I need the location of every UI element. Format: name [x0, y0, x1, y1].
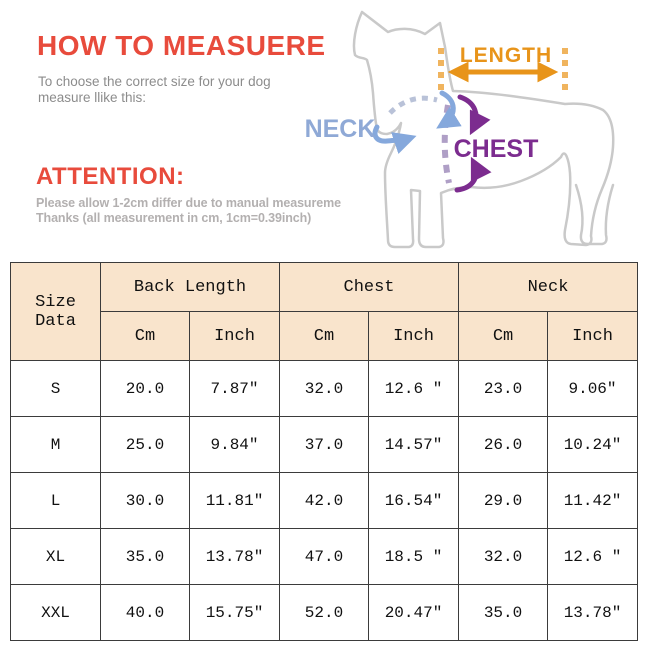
- attention-line-2: Thanks (all measurement in cm, 1cm=0.39i…: [36, 211, 312, 225]
- unit-header-neck-cm: Cm: [458, 311, 549, 361]
- value-cell: 11.81″: [189, 472, 280, 529]
- value-cell: 32.0: [458, 528, 549, 585]
- value-cell: 13.78″: [547, 584, 639, 641]
- corner-header-size-data: Size Data: [10, 262, 101, 361]
- value-cell: 47.0: [279, 528, 369, 585]
- value-cell: 35.0: [100, 528, 190, 585]
- value-cell: 29.0: [458, 472, 549, 529]
- group-header-back-length: Back Length: [100, 262, 280, 312]
- subtitle-line-2: measure llike this:: [38, 89, 147, 105]
- neck-dashed-line: [388, 95, 438, 115]
- table-row-xl: XL 35.0 13.78″ 47.0 18.5 ″ 32.0 12.6 ″: [10, 528, 639, 585]
- value-cell: 37.0: [279, 416, 369, 473]
- size-cell: M: [10, 416, 101, 473]
- value-cell: 9.84″: [189, 416, 280, 473]
- table-group-header-row: Size Data Back Length Chest Neck: [10, 262, 639, 361]
- chest-label: CHEST: [454, 135, 539, 163]
- value-cell: 52.0: [279, 584, 369, 641]
- value-cell: 40.0: [100, 584, 190, 641]
- group-header-chest: Chest: [278, 262, 460, 312]
- unit-header-neck-inch: Inch: [547, 311, 639, 361]
- attention-line-1: Please allow 1-2cm differ due to manual …: [36, 196, 341, 210]
- value-cell: 26.0: [458, 416, 549, 473]
- value-cell: 25.0: [100, 416, 190, 473]
- unit-header-chest-inch: Inch: [367, 311, 460, 361]
- table-row-m: M 25.0 9.84″ 37.0 14.57″ 26.0 10.24″: [10, 416, 639, 473]
- table-unit-header-row: Cm Inch Cm Inch Cm Inch: [11, 311, 639, 361]
- size-chart-table: Size Data Back Length Chest Neck Cm Inch…: [10, 262, 639, 641]
- value-cell: 30.0: [100, 472, 190, 529]
- chest-arrow-upper: [457, 94, 491, 136]
- neck-label: NECK: [305, 115, 376, 143]
- value-cell: 32.0: [279, 360, 369, 417]
- size-cell: XXL: [10, 584, 101, 641]
- table-row-l: L 30.0 11.81″ 42.0 16.54″ 29.0 11.42″: [10, 472, 639, 529]
- value-cell: 23.0: [458, 360, 549, 417]
- value-cell: 15.75″: [189, 584, 280, 641]
- value-cell: 12.6 ″: [367, 360, 460, 417]
- size-cell: L: [10, 472, 101, 529]
- page-title: HOW TO MEASUERE: [37, 30, 326, 61]
- value-cell: 9.06″: [547, 360, 639, 417]
- value-cell: 12.6 ″: [547, 528, 639, 585]
- attention-note: Please allow 1-2cm differ due to manual …: [36, 196, 346, 226]
- size-cell: S: [10, 360, 101, 417]
- table-row-xxl: XXL 40.0 15.75″ 52.0 20.47″ 35.0 13.78″: [10, 584, 639, 641]
- value-cell: 13.78″: [189, 528, 280, 585]
- subtitle: To choose the correct size for your dog …: [38, 74, 318, 105]
- value-cell: 20.0: [100, 360, 190, 417]
- subtitle-line-1: To choose the correct size for your dog: [38, 74, 271, 89]
- value-cell: 11.42″: [547, 472, 639, 529]
- unit-header-back-cm: Cm: [100, 311, 190, 361]
- value-cell: 16.54″: [367, 472, 460, 529]
- dog-far-rear-leg-path: [574, 183, 615, 246]
- value-cell: 42.0: [279, 472, 369, 529]
- chest-arrow-lower: [454, 156, 492, 193]
- value-cell: 7.87″: [189, 360, 280, 417]
- size-cell: XL: [10, 528, 101, 585]
- neck-arrow-lower: [372, 124, 417, 154]
- value-cell: 18.5 ″: [367, 528, 460, 585]
- value-cell: 20.47″: [367, 584, 460, 641]
- dog-measure-diagram: LENGTH NECK CHEST: [285, 5, 645, 255]
- length-label: LENGTH: [460, 44, 552, 67]
- neck-arrow-upper: [436, 90, 462, 129]
- value-cell: 14.57″: [367, 416, 460, 473]
- attention-title: ATTENTION:: [36, 163, 185, 190]
- unit-header-chest-cm: Cm: [279, 311, 369, 361]
- value-cell: 10.24″: [547, 416, 639, 473]
- value-cell: 35.0: [458, 584, 549, 641]
- unit-header-back-inch: Inch: [189, 311, 280, 361]
- table-row-s: S 20.0 7.87″ 32.0 12.6 ″ 23.0 9.06″: [10, 360, 639, 417]
- group-header-neck: Neck: [458, 262, 639, 312]
